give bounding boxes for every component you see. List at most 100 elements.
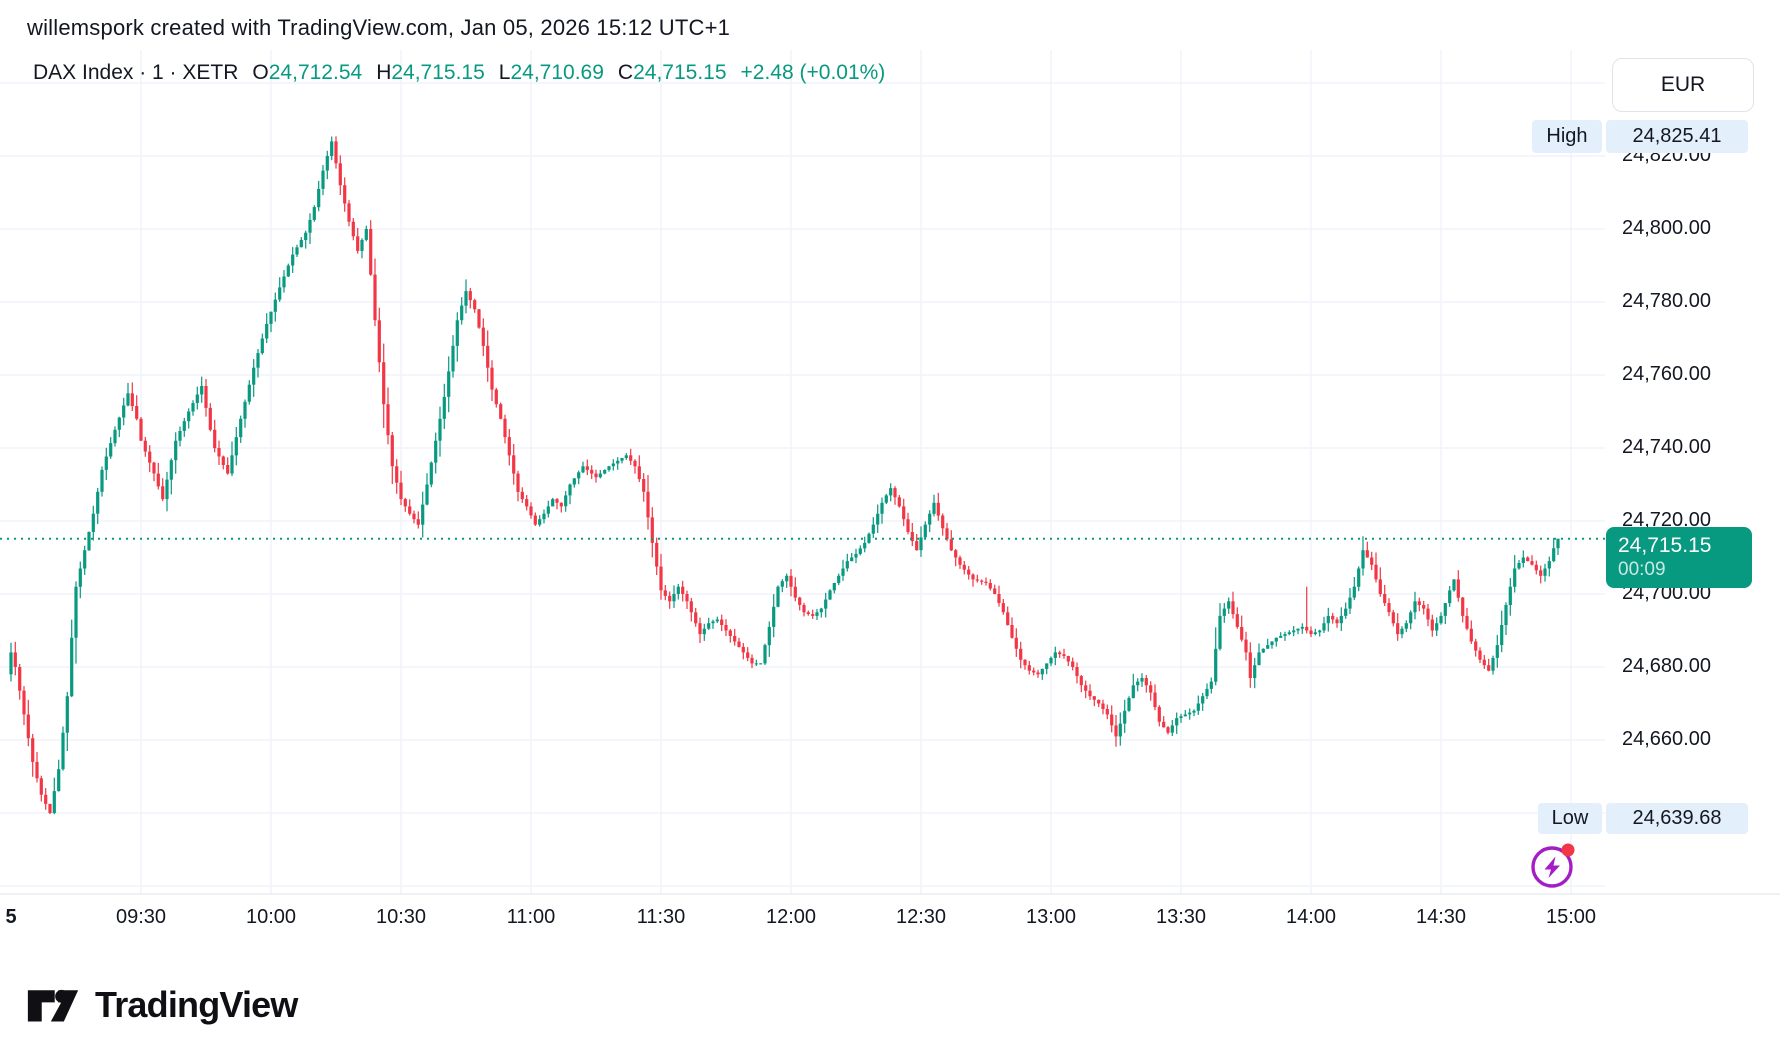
candle: [685, 590, 689, 609]
candle: [143, 436, 147, 457]
candle: [945, 522, 949, 542]
candle: [269, 311, 273, 333]
candle: [659, 553, 663, 600]
candle: [74, 581, 78, 664]
candle: [598, 469, 602, 479]
candle: [763, 643, 767, 666]
symbol-title[interactable]: DAX Index · 1 · XETR: [33, 61, 239, 84]
candle: [689, 597, 693, 622]
candle: [122, 397, 126, 426]
candle: [1248, 642, 1252, 688]
candle: [832, 582, 836, 594]
time-tick-label: 14:00: [1285, 906, 1337, 928]
candle: [585, 459, 589, 476]
candle: [78, 561, 82, 599]
candle: [1322, 616, 1326, 633]
candle: [1066, 655, 1070, 666]
candle: [728, 629, 732, 643]
tradingview-logo-text: TradingView: [95, 984, 298, 1025]
tradingview-logo[interactable]: TradingView: [27, 983, 298, 1027]
symbol-legend: DAX Index · 1 · XETR O24,712.54 H24,715.…: [33, 61, 885, 85]
candle: [1240, 615, 1244, 642]
candle: [22, 686, 26, 726]
candle: [1287, 630, 1291, 636]
candle: [503, 414, 507, 444]
currency-button[interactable]: EUR: [1612, 58, 1754, 112]
candle: [962, 561, 966, 575]
candle: [1153, 684, 1157, 711]
candle: [1045, 663, 1049, 675]
candle: [1274, 637, 1278, 647]
high-value: H24,715.15: [376, 61, 485, 84]
candle: [845, 553, 849, 572]
candle: [1318, 629, 1322, 637]
candle: [1205, 683, 1209, 699]
price-tick-label: 24,740.00: [1622, 436, 1711, 458]
price-tick-label: 24,760.00: [1622, 363, 1711, 385]
candle: [780, 579, 784, 593]
candle: [1487, 658, 1491, 672]
candle: [304, 230, 308, 249]
candle: [1175, 712, 1179, 734]
candle: [408, 499, 412, 516]
candle: [1448, 586, 1452, 607]
candle: [1491, 655, 1495, 675]
candle: [1344, 602, 1348, 619]
candle: [1539, 565, 1543, 584]
candle: [555, 498, 559, 510]
candle: [100, 466, 104, 497]
candle: [611, 459, 615, 471]
close-value: C24,715.15: [617, 61, 727, 84]
candle: [1352, 577, 1356, 601]
candle: [1214, 627, 1218, 686]
candle: [681, 580, 685, 602]
candle: [1513, 555, 1517, 593]
candle: [460, 297, 464, 325]
candle: [1391, 610, 1395, 627]
candle: [1456, 570, 1460, 602]
candle: [395, 459, 399, 494]
low-value: L24,710.69: [498, 61, 604, 84]
candle: [152, 461, 156, 482]
candle: [403, 497, 407, 512]
candle: [997, 585, 1001, 607]
candle: [772, 594, 776, 638]
candle: [1218, 603, 1222, 651]
candle: [169, 458, 173, 495]
candle: [724, 619, 728, 637]
candle: [273, 292, 277, 322]
day-low-label: Low: [1538, 803, 1602, 834]
candle: [1417, 597, 1421, 612]
candle: [754, 659, 758, 666]
candle: [334, 136, 338, 169]
candle: [529, 502, 533, 519]
candle: [1422, 600, 1426, 615]
candle: [620, 457, 624, 464]
time-tick-label: 12:00: [765, 906, 817, 928]
candle: [971, 573, 975, 587]
lightning-idea-icon[interactable]: [1527, 841, 1577, 891]
candle: [1439, 612, 1443, 625]
candle: [291, 247, 295, 273]
candle: [208, 403, 212, 432]
candle: [1079, 675, 1083, 693]
candle: [239, 415, 243, 443]
candle: [1253, 657, 1257, 689]
candle: [1036, 669, 1040, 678]
candle: [1088, 684, 1092, 700]
candle: [252, 359, 256, 397]
candle: [1209, 677, 1213, 694]
candle: [83, 545, 87, 575]
candle: [559, 502, 563, 513]
candle: [793, 577, 797, 602]
candle: [694, 607, 698, 627]
candle: [191, 400, 195, 416]
candle: [1040, 668, 1044, 680]
candle: [993, 584, 997, 595]
candle: [286, 263, 290, 277]
candle: [1084, 680, 1088, 699]
candle: [317, 180, 321, 212]
candle: [312, 205, 316, 222]
candle: [1521, 550, 1525, 568]
